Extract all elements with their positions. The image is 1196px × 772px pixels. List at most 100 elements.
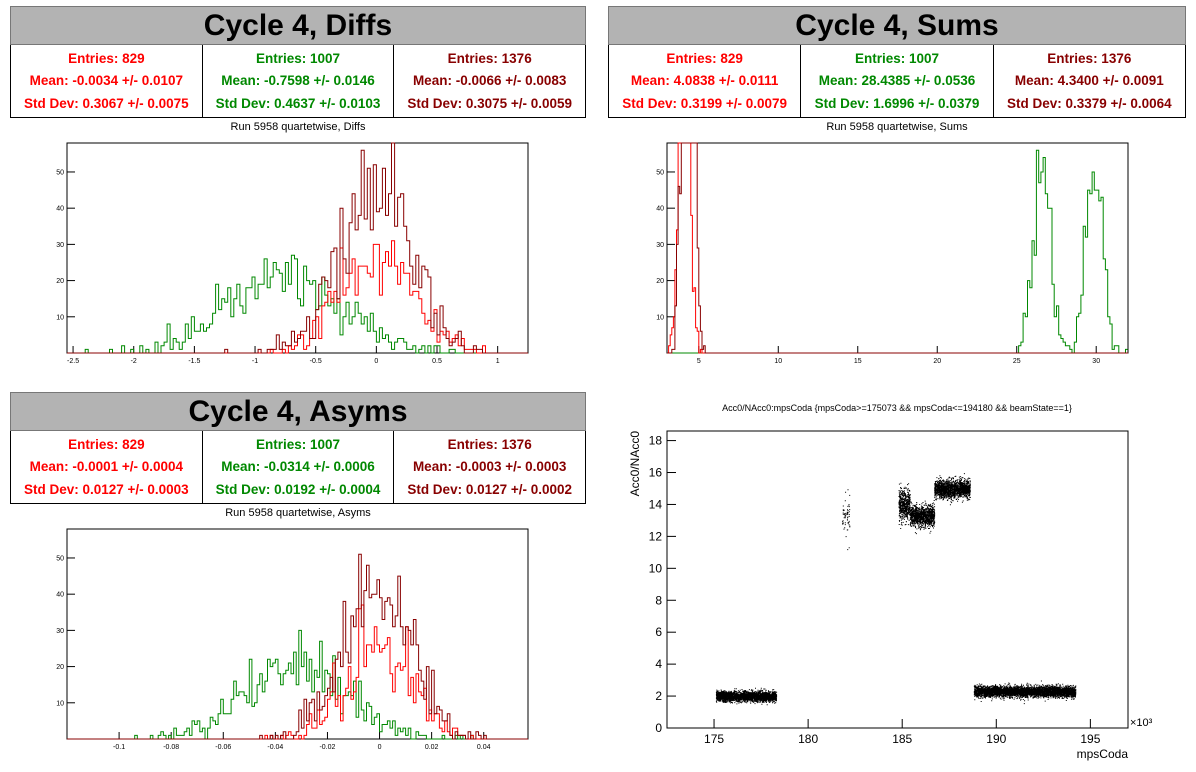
y-tick-label: 10: [656, 314, 664, 321]
asyms-stats-box: Entries: 829 Mean: -0.0001 +/- 0.0004 St…: [10, 431, 586, 504]
y-tick-label: 18: [649, 434, 663, 448]
asyms-stats-darkred: Entries: 1376 Mean: -0.0003 +/- 0.0003 S…: [394, 431, 585, 503]
asyms-histogram: -0.1 -0.08 -0.06 -0.04 -0.02 0 0.02 0.04 10 20 30 4…: [56, 528, 529, 751]
scatter-cluster: [934, 473, 971, 506]
plot-frame: [66, 528, 529, 740]
sums-subtitle: Run 5958 quartetwise, Sums: [826, 121, 968, 133]
diffs-histogram: -2.5 -2 -1.5 -1 -0.5 0 0.5 1 10 20 30 40 50: [56, 142, 529, 365]
diffs-stats-box: Entries: 829 Mean: -0.0034 +/- 0.0107 St…: [10, 45, 586, 118]
stat-std: Std Dev: 0.3075 +/- 0.0059: [407, 96, 573, 112]
sums-stats-green: Entries: 1007 Mean: 28.4385 +/- 0.0536 S…: [801, 45, 994, 117]
sums-stats-red: Entries: 829 Mean: 4.0838 +/- 0.0111 Std…: [609, 45, 802, 117]
x-tick-label: 10: [774, 358, 782, 365]
histogram-series: [67, 553, 528, 740]
x-tick-label: -0.06: [215, 744, 231, 751]
y-tick-label: 50: [56, 169, 64, 176]
scatter-cluster: [898, 482, 911, 529]
x-tick-label: 0.5: [432, 358, 442, 365]
y-tick-label: 40: [56, 206, 64, 213]
histogram-series: [667, 142, 1128, 354]
y-tick-label: 40: [56, 592, 64, 599]
stat-mean: Mean: -0.0066 +/- 0.0083: [412, 73, 567, 89]
scatter-cluster: [842, 489, 851, 551]
x-tick-label: 15: [854, 358, 862, 365]
y-tick-label: 2: [655, 689, 662, 703]
y-tick-label: 30: [56, 242, 64, 249]
sums-histogram: 5 10 15 20 25 30 10 20 30 40 50: [656, 142, 1129, 365]
x-tick-label: -2.5: [67, 358, 79, 365]
y-tick-label: 16: [649, 466, 663, 480]
stat-std: Std Dev: 0.4637 +/- 0.0103: [215, 96, 381, 112]
diffs-subtitle: Run 5958 quartetwise, Diffs: [230, 121, 366, 133]
y-tick-label: 6: [655, 625, 662, 639]
stat-mean: Mean: 4.0838 +/- 0.0111: [630, 73, 779, 89]
x-tick-label: 5: [697, 358, 701, 365]
x-tick-label: -0.1: [113, 744, 125, 751]
histogram-series: [667, 149, 1128, 354]
x-tick-label: 0.04: [477, 744, 491, 751]
x-tick-label: 30: [1092, 358, 1100, 365]
plot-frame: [66, 142, 529, 354]
x-tick-label: -2: [131, 358, 137, 365]
x-tick-label: 0: [374, 358, 378, 365]
sums-stats-box: Entries: 829 Mean: 4.0838 +/- 0.0111 Std…: [608, 45, 1186, 118]
stat-mean: Mean: 4.3400 +/- 0.0091: [1014, 73, 1164, 89]
stat-mean: Mean: -0.0003 +/- 0.0003: [412, 459, 567, 475]
x-tick-label: 1: [496, 358, 500, 365]
diffs-title: Cycle 4, Diffs: [10, 6, 586, 45]
stat-std: Std Dev: 0.0127 +/- 0.0002: [407, 482, 573, 498]
diffs-stats-green: Entries: 1007 Mean: -0.7598 +/- 0.0146 S…: [203, 45, 395, 117]
stat-entries: Entries: 1376: [447, 436, 532, 452]
y-tick-label: 14: [649, 497, 663, 511]
y-tick-label: 50: [56, 555, 64, 562]
stat-std: Std Dev: 0.3379 +/- 0.0064: [1006, 96, 1172, 112]
plot-frame: [666, 430, 1129, 729]
x-tick-label: -0.5: [310, 358, 322, 365]
stat-entries: Entries: 829: [666, 50, 743, 66]
x-tick-label: 20: [933, 358, 941, 365]
stat-entries: Entries: 1007: [854, 50, 940, 66]
histogram-series: [67, 254, 528, 354]
y-tick-label: 30: [56, 628, 64, 635]
x-tick-label: 175: [704, 732, 724, 746]
x-tick-label: 180: [798, 732, 818, 746]
stat-mean: Mean: -0.0001 +/- 0.0004: [29, 459, 184, 475]
y-axis-label: Acc0/NAcc0: [628, 431, 642, 497]
scatter-title: Acc0/NAcc0:mpsCoda {mpsCoda>=175073 && m…: [722, 403, 1072, 413]
x-tick-label: 0.02: [425, 744, 439, 751]
scatter-cluster: [909, 500, 936, 535]
y-tick-label: 0: [655, 721, 662, 735]
scatter-plot: 175 180 185 190 195 0 2 4 6 8 10 12 14 16 18 mpsCoda ×10…: [628, 430, 1153, 761]
y-tick-label: 50: [656, 169, 664, 176]
stat-std: Std Dev: 0.3067 +/- 0.0075: [23, 96, 189, 112]
y-tick-label: 30: [656, 242, 664, 249]
histogram-series: [67, 629, 528, 740]
stat-entries: Entries: 1376: [1047, 50, 1132, 66]
stat-entries: Entries: 1007: [255, 436, 341, 452]
y-tick-label: 20: [656, 278, 664, 285]
x-tick-label: 0: [378, 744, 382, 751]
stat-mean: Mean: -0.0034 +/- 0.0107: [29, 73, 184, 89]
asyms-title: Cycle 4, Asyms: [10, 392, 586, 431]
x-tick-label: -0.02: [319, 744, 335, 751]
histogram-series: [67, 142, 528, 354]
x-tick-label: 185: [892, 732, 912, 746]
y-tick-label: 10: [649, 561, 663, 575]
asyms-stats-green: Entries: 1007 Mean: -0.0314 +/- 0.0006 S…: [203, 431, 395, 503]
x-axis-label: mpsCoda: [1077, 747, 1129, 761]
stat-entries: Entries: 1376: [447, 50, 532, 66]
x-tick-label: -0.08: [163, 744, 179, 751]
sums-title: Cycle 4, Sums: [608, 6, 1186, 45]
x-tick-label: 190: [986, 732, 1006, 746]
stat-mean: Mean: -0.7598 +/- 0.0146: [221, 73, 375, 89]
y-tick-label: 40: [656, 206, 664, 213]
stat-mean: Mean: -0.0314 +/- 0.0006: [221, 459, 375, 475]
y-tick-label: 4: [655, 657, 662, 671]
stat-std: Std Dev: 0.3199 +/- 0.0079: [622, 96, 788, 112]
x-tick-label: -1: [252, 358, 258, 365]
y-tick-label: 8: [655, 593, 662, 607]
sums-stats-darkred: Entries: 1376 Mean: 4.3400 +/- 0.0091 St…: [994, 45, 1185, 117]
scatter-cluster: [715, 687, 778, 706]
diffs-stats-darkred: Entries: 1376 Mean: -0.0066 +/- 0.0083 S…: [394, 45, 585, 117]
x-exponent-label: ×10³: [1130, 717, 1153, 729]
